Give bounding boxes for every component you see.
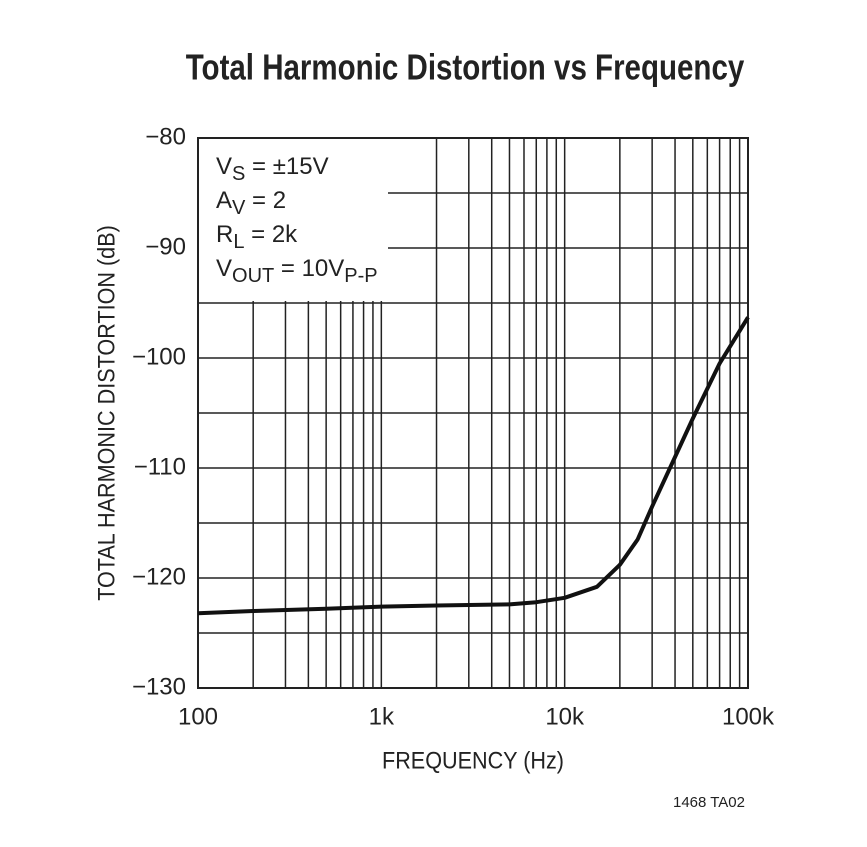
y-tick-label: −90 [145,233,186,260]
y-tick-label: −130 [132,673,186,700]
y-tick-label: −80 [145,123,186,150]
chart-title: Total Harmonic Distortion vs Frequency [186,47,745,87]
annotation-text: = ±15V [245,153,328,180]
annotation-text: = 2k [244,221,298,248]
x-tick-label: 1k [369,703,395,730]
x-tick-label: 100k [722,703,775,730]
y-tick-label: −120 [132,563,186,590]
annotation-text: A [216,187,232,214]
y-tick-label: −100 [132,343,186,370]
annotation: RL = 2k [216,221,298,253]
x-tick-label: 10k [545,703,585,730]
annotation-subscript: S [232,163,245,185]
annotation-text: V [216,255,232,282]
annotation-text: = 2 [245,187,286,214]
annotation-subscript: L [233,231,244,253]
annotation-subscript: OUT [232,265,274,287]
footnote: 1468 TA02 [673,794,745,811]
annotation: AV = 2 [216,187,286,219]
annotation: VOUT = 10VP-P [216,255,378,287]
annotation: VS = ±15V [216,153,329,185]
annotation-background [199,139,388,301]
annotation-text: = 10V [274,255,344,282]
annotation-subscript: P-P [344,265,377,287]
annotation-text: R [216,221,233,248]
data-line [197,316,750,616]
x-axis-label: FREQUENCY (Hz) [382,746,564,773]
plot-frame [197,137,749,689]
annotation-subscript: V [232,197,246,219]
y-tick-label: −110 [134,453,186,480]
annotation-text: V [216,153,232,180]
x-tick-label: 100 [178,703,218,730]
y-axis-label: TOTAL HARMONIC DISTORTION (dB) [92,225,119,601]
